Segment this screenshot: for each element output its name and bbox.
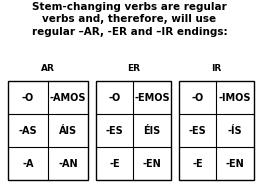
- Text: -ES: -ES: [106, 126, 124, 136]
- Text: Stem-changing verbs are regular
verbs and, therefore, will use
regular –AR, -ER : Stem-changing verbs are regular verbs an…: [32, 2, 227, 37]
- Text: -O: -O: [22, 93, 34, 103]
- Bar: [179, 81, 254, 180]
- Bar: [8, 81, 88, 180]
- Text: -EN: -EN: [143, 159, 162, 169]
- Text: -A: -A: [22, 159, 34, 169]
- Text: -O: -O: [191, 93, 204, 103]
- Text: -IMOS: -IMOS: [219, 93, 251, 103]
- Bar: [96, 81, 171, 180]
- Text: -AS: -AS: [19, 126, 37, 136]
- Text: -EN: -EN: [226, 159, 244, 169]
- Text: IR: IR: [211, 64, 221, 73]
- Text: ÁIS: ÁIS: [59, 126, 77, 136]
- Text: ER: ER: [127, 64, 140, 73]
- Text: -AMOS: -AMOS: [50, 93, 86, 103]
- Text: AR: AR: [41, 64, 55, 73]
- Text: -EMOS: -EMOS: [134, 93, 170, 103]
- Text: -ÍS: -ÍS: [228, 126, 242, 136]
- Text: -ES: -ES: [189, 126, 206, 136]
- Text: -E: -E: [192, 159, 203, 169]
- Text: -O: -O: [109, 93, 121, 103]
- Text: -AN: -AN: [58, 159, 78, 169]
- Text: -E: -E: [109, 159, 120, 169]
- Text: ÉIS: ÉIS: [143, 126, 161, 136]
